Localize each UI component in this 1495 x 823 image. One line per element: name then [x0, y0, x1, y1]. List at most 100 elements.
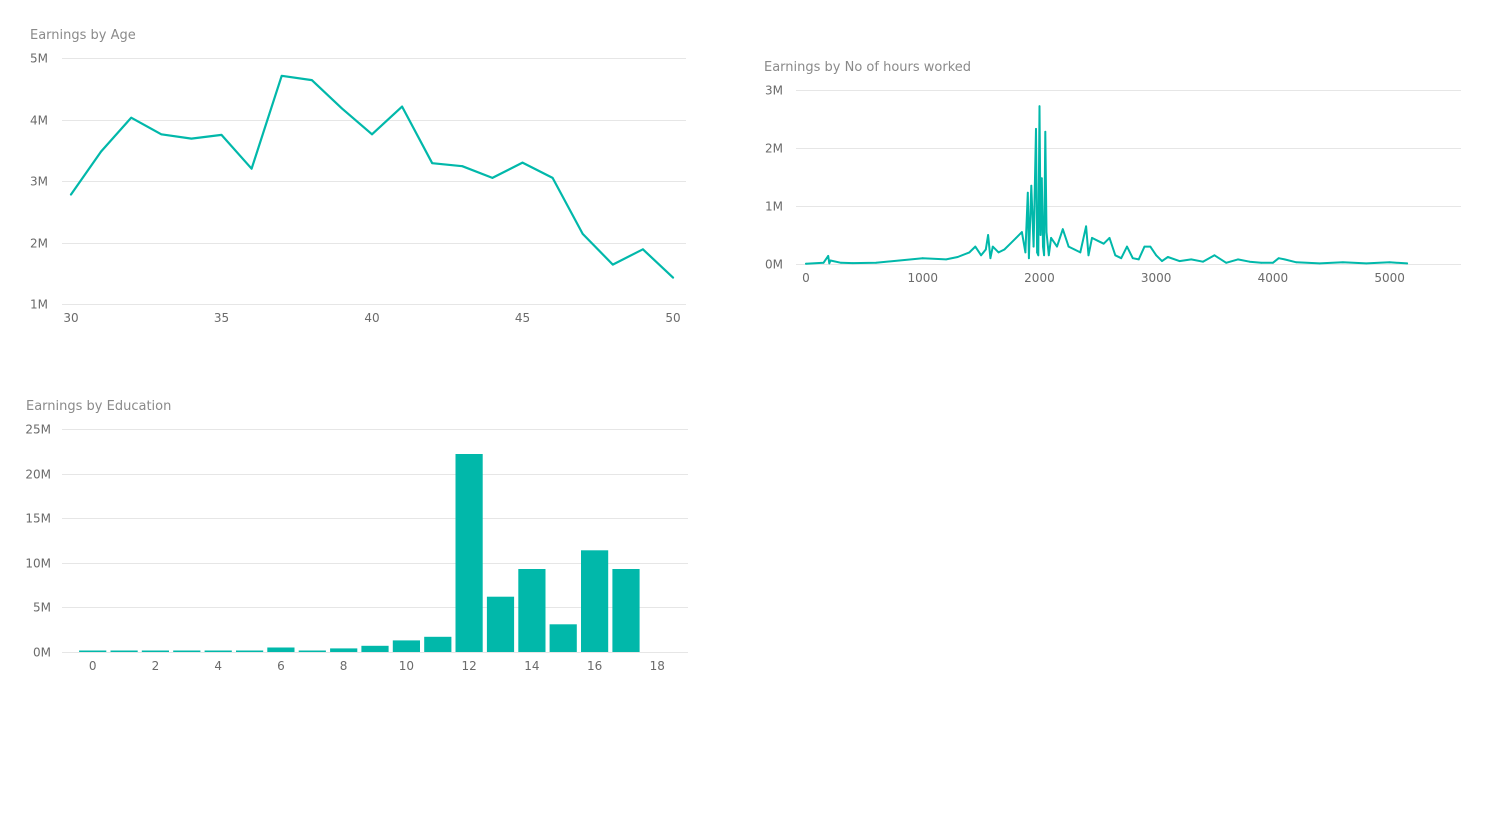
y-tick-label-education: 10M — [25, 557, 51, 571]
data-point-hours — [1061, 228, 1064, 231]
series-line-age — [69, 74, 675, 279]
series-line-hours — [805, 105, 1409, 265]
data-point-hours — [805, 262, 807, 265]
data-point-hours — [1149, 245, 1152, 248]
plot-education — [79, 454, 640, 652]
data-point-hours — [1120, 257, 1123, 260]
bar-education — [424, 636, 452, 652]
data-point-hours — [1028, 257, 1030, 260]
data-point-hours — [1342, 261, 1344, 264]
data-point-hours — [1096, 239, 1099, 242]
bar-education — [549, 624, 577, 652]
data-point-hours — [956, 256, 959, 258]
chart-earnings-by-age: Earnings by Age 1M 2M 3M 4M 5M 30 35 40 45 50 — [30, 28, 686, 325]
bar-education — [236, 650, 264, 652]
x-tick-label-education: 4 — [214, 659, 222, 673]
data-point-age — [371, 133, 373, 136]
data-point-hours — [1037, 254, 1040, 257]
bar-education — [486, 596, 515, 652]
data-point-hours — [1043, 254, 1045, 257]
data-point-hours — [974, 245, 977, 248]
data-point-hours — [827, 255, 830, 257]
data-point-hours — [822, 261, 825, 264]
y-tick-label-age: 3M — [30, 175, 48, 189]
bar-education — [267, 647, 295, 652]
data-point-hours — [1036, 251, 1038, 254]
data-point-hours — [1047, 254, 1050, 257]
data-point-age — [581, 233, 584, 235]
data-point-hours — [1067, 245, 1070, 248]
x-tick-label-education: 0 — [89, 659, 97, 673]
bar-education — [173, 650, 201, 652]
data-point-hours — [1161, 260, 1163, 262]
x-tick-label-education: 12 — [461, 659, 476, 673]
data-point-age — [280, 74, 283, 77]
x-tick-label-hours: 5000 — [1374, 271, 1405, 285]
bar-education — [330, 648, 358, 652]
y-tick-label-education: 5M — [33, 601, 51, 615]
y-axis-hours: 0M 1M 2M 3M — [765, 84, 783, 272]
bar-education — [79, 650, 107, 652]
x-tick-label-education: 18 — [650, 659, 665, 673]
y-tick-label-hours: 2M — [765, 142, 783, 156]
data-point-hours — [1026, 191, 1029, 194]
y-tick-label-hours: 0M — [765, 258, 783, 272]
data-point-hours — [1039, 234, 1042, 236]
data-point-age — [341, 107, 343, 110]
x-axis-education: 0 2 4 6 8 10 12 14 16 18 — [89, 659, 665, 673]
data-point-hours — [1143, 245, 1146, 248]
data-point-hours — [1388, 261, 1391, 264]
x-tick-label-age: 45 — [515, 311, 530, 325]
x-tick-label-education: 6 — [277, 659, 285, 673]
chart-title-hours: Earnings by No of hours worked — [764, 60, 971, 75]
data-point-hours — [1024, 251, 1027, 254]
data-point-age — [551, 177, 554, 179]
y-tick-label-hours: 1M — [765, 200, 783, 214]
data-point-hours — [1248, 260, 1251, 263]
data-point-age — [491, 177, 494, 179]
chart-earnings-by-hours: Earnings by No of hours worked 0M1M2M3M … — [764, 60, 1461, 285]
data-point-hours — [984, 248, 987, 251]
data-point-hours — [1225, 261, 1228, 264]
data-point-hours — [1277, 257, 1280, 260]
data-point-hours — [1003, 248, 1006, 251]
y-axis-age: 1M 2M 3M 4M 5M — [30, 52, 48, 312]
bar-education — [518, 569, 546, 652]
y-tick-label-education: 20M — [25, 468, 51, 482]
data-point-hours — [1114, 254, 1117, 257]
x-tick-label-hours: 4000 — [1258, 271, 1289, 285]
grid-age — [62, 58, 686, 305]
data-point-hours — [1365, 262, 1368, 265]
data-point-hours — [1087, 254, 1090, 257]
data-point-hours — [1009, 242, 1012, 245]
data-point-hours — [1085, 225, 1087, 228]
data-point-hours — [997, 251, 1000, 254]
data-point-hours — [1272, 261, 1274, 264]
y-tick-label-education: 0M — [33, 646, 51, 660]
grid-hours — [796, 90, 1461, 265]
bar-education — [392, 640, 420, 652]
data-point-hours — [1021, 231, 1023, 234]
x-tick-label-education: 16 — [587, 659, 602, 673]
data-point-age — [431, 162, 434, 165]
data-point-hours — [1050, 237, 1052, 239]
bar-education — [581, 550, 609, 652]
x-tick-label-age: 35 — [214, 311, 229, 325]
data-point-hours — [828, 262, 831, 265]
data-point-hours — [989, 257, 992, 260]
data-point-hours — [875, 261, 877, 264]
data-point-hours — [980, 254, 982, 257]
x-axis-hours: 0 1000 2000 3000 4000 5000 — [802, 271, 1405, 285]
data-point-age — [310, 79, 313, 81]
data-point-hours — [1038, 105, 1041, 108]
bar-education — [361, 645, 389, 652]
data-point-hours — [991, 245, 994, 248]
x-tick-label-education: 14 — [524, 659, 539, 673]
x-axis-age: 30 35 40 45 50 — [63, 311, 680, 325]
y-tick-label-age: 1M — [30, 298, 48, 312]
data-point-age — [70, 193, 72, 196]
data-point-age — [672, 276, 674, 279]
data-point-age — [190, 137, 193, 140]
data-point-hours — [851, 262, 854, 264]
